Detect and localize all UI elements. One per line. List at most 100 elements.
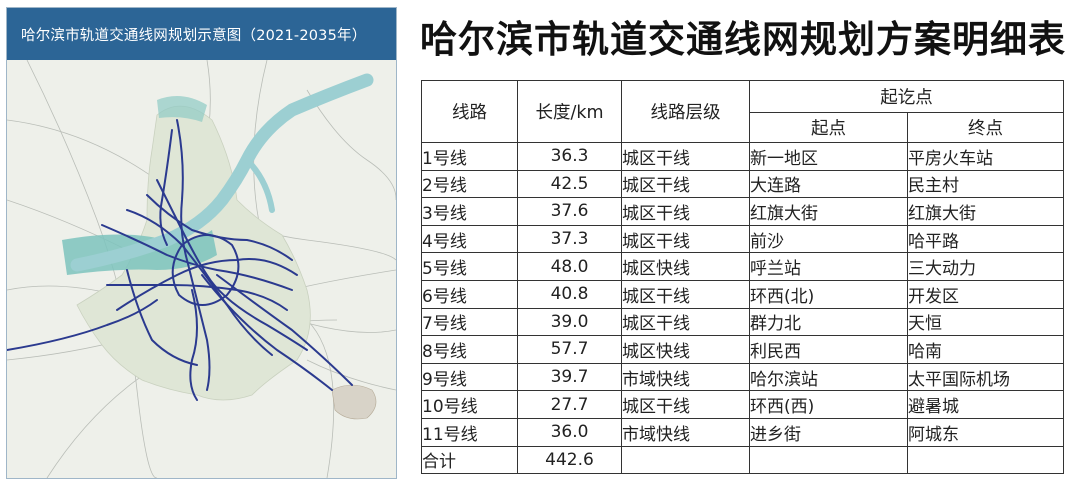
line-name: 8号线 bbox=[421, 335, 518, 364]
table-row: 10号线 27.7 城区干线 环西(西) 避暑城 bbox=[421, 390, 1064, 419]
header-line: 线路 bbox=[421, 80, 518, 143]
line-end: 太平国际机场 bbox=[907, 362, 1064, 392]
line-start: 环西(西) bbox=[749, 390, 908, 419]
line-detail-table: 线路 长度/km 线路层级 起讫点 起点 终点 1号线 36.3 城区干线 新一… bbox=[421, 80, 1064, 475]
map-title: 哈尔滨市轨道交通线网规划示意图（2021-2035年） bbox=[21, 27, 367, 44]
line-end: 平房火车站 bbox=[907, 142, 1064, 171]
line-end: 红旗大街 bbox=[907, 197, 1064, 226]
table-row: 8号线 57.7 城区快线 利民西 哈南 bbox=[421, 335, 1064, 364]
line-length: 40.8 bbox=[517, 279, 622, 309]
line-level: 市域快线 bbox=[621, 417, 750, 447]
songhua-river bbox=[70, 73, 374, 272]
header-level: 线路层级 bbox=[621, 80, 750, 143]
header-end: 终点 bbox=[907, 112, 1064, 143]
table-row: 1号线 36.3 城区干线 新一地区 平房火车站 bbox=[421, 142, 1064, 171]
line-length: 37.3 bbox=[517, 224, 622, 254]
rail-line-9 bbox=[201, 274, 333, 391]
table-row: 2号线 42.5 城区干线 大连路 民主村 bbox=[421, 169, 1064, 199]
table-title: 哈尔滨市轨道交通线网规划方案明细表 bbox=[420, 18, 1066, 61]
line-name: 10号线 bbox=[421, 390, 518, 419]
table-row: 4号线 37.3 城区干线 前沙 哈平路 bbox=[421, 224, 1064, 254]
rail-lines bbox=[7, 119, 353, 401]
table-row: 5号线 48.0 城区快线 呼兰站 三大动力 bbox=[421, 252, 1064, 281]
line-name: 9号线 bbox=[421, 362, 518, 392]
rail-line-10 bbox=[126, 269, 198, 366]
table-row: 3号线 37.6 城区干线 红旗大街 红旗大街 bbox=[421, 197, 1064, 226]
total-empty-start bbox=[749, 445, 908, 475]
line-name: 1号线 bbox=[421, 142, 518, 171]
rail-line-8 bbox=[116, 258, 298, 311]
line-end: 哈南 bbox=[907, 335, 1064, 364]
line-end: 阿城东 bbox=[907, 417, 1064, 447]
rail-line-west bbox=[7, 299, 158, 351]
table-row: 6号线 40.8 城区干线 环西(北) 开发区 bbox=[421, 279, 1064, 309]
total-empty-level bbox=[621, 445, 750, 475]
rail-line-north bbox=[159, 129, 173, 246]
line-end: 哈平路 bbox=[907, 224, 1064, 254]
line-length: 37.6 bbox=[517, 197, 622, 226]
line-end: 避暑城 bbox=[907, 390, 1064, 419]
total-empty-end bbox=[907, 445, 1064, 475]
network-map bbox=[7, 60, 396, 478]
table-row: 11号线 36.0 市域快线 进乡街 阿城东 bbox=[421, 417, 1064, 447]
rail-line-2 bbox=[176, 119, 211, 391]
line-length: 39.0 bbox=[517, 307, 622, 337]
total-label: 合计 bbox=[421, 445, 518, 475]
line-level: 城区快线 bbox=[621, 252, 750, 281]
rail-line-11 bbox=[216, 274, 353, 386]
line-length: 42.5 bbox=[517, 169, 622, 199]
line-start: 进乡街 bbox=[749, 417, 908, 447]
line-end: 三大动力 bbox=[907, 252, 1064, 281]
line-level: 市域快线 bbox=[621, 362, 750, 392]
header-start: 起点 bbox=[749, 112, 908, 143]
map-title-bar: 哈尔滨市轨道交通线网规划示意图（2021-2035年） bbox=[7, 8, 396, 60]
line-length: 57.7 bbox=[517, 335, 622, 364]
line-start: 呼兰站 bbox=[749, 252, 908, 281]
line-start: 新一地区 bbox=[749, 142, 908, 171]
line-name: 11号线 bbox=[421, 417, 518, 447]
line-name: 5号线 bbox=[421, 252, 518, 281]
line-level: 城区干线 bbox=[621, 390, 750, 419]
line-start: 前沙 bbox=[749, 224, 908, 254]
river-branch bbox=[244, 157, 275, 213]
line-end: 开发区 bbox=[907, 279, 1064, 309]
line-level: 城区干线 bbox=[621, 279, 750, 309]
line-start: 利民西 bbox=[749, 335, 908, 364]
rail-line-south bbox=[189, 289, 198, 401]
line-length: 27.7 bbox=[517, 390, 622, 419]
rail-line-7 bbox=[106, 284, 288, 311]
line-start: 哈尔滨站 bbox=[749, 362, 908, 392]
line-level: 城区干线 bbox=[621, 197, 750, 226]
total-length: 442.6 bbox=[517, 445, 622, 475]
north-wetland bbox=[157, 96, 207, 122]
header-length: 长度/km bbox=[517, 80, 622, 143]
line-end: 天恒 bbox=[907, 307, 1064, 337]
line-end: 民主村 bbox=[907, 169, 1064, 199]
table-row: 7号线 39.0 城区干线 群力北 天恒 bbox=[421, 307, 1064, 337]
line-length: 36.0 bbox=[517, 417, 622, 447]
table-row: 9号线 39.7 市域快线 哈尔滨站 太平国际机场 bbox=[421, 362, 1064, 392]
line-name: 6号线 bbox=[421, 279, 518, 309]
line-length: 36.3 bbox=[517, 142, 622, 171]
line-level: 城区快线 bbox=[621, 335, 750, 364]
header-endpoints: 起讫点 bbox=[749, 80, 1064, 113]
rail-line-4 bbox=[126, 209, 273, 356]
line-level: 城区干线 bbox=[621, 224, 750, 254]
line-start: 红旗大街 bbox=[749, 197, 908, 226]
line-length: 48.0 bbox=[517, 252, 622, 281]
rail-line-6 bbox=[146, 194, 293, 261]
rail-line-5 bbox=[156, 179, 308, 351]
planning-map-panel: 哈尔滨市轨道交通线网规划示意图（2021-2035年） bbox=[6, 7, 397, 479]
line-name: 3号线 bbox=[421, 197, 518, 226]
line-length: 39.7 bbox=[517, 362, 622, 392]
line-level: 城区干线 bbox=[621, 307, 750, 337]
line-name: 7号线 bbox=[421, 307, 518, 337]
line-level: 城区干线 bbox=[621, 142, 750, 171]
line-start: 群力北 bbox=[749, 307, 908, 337]
line-level: 城区干线 bbox=[621, 169, 750, 199]
line-name: 4号线 bbox=[421, 224, 518, 254]
rail-line-1 bbox=[101, 224, 293, 291]
line-start: 大连路 bbox=[749, 169, 908, 199]
network-map-svg bbox=[7, 60, 396, 478]
total-row: 合计 442.6 bbox=[421, 445, 1064, 475]
